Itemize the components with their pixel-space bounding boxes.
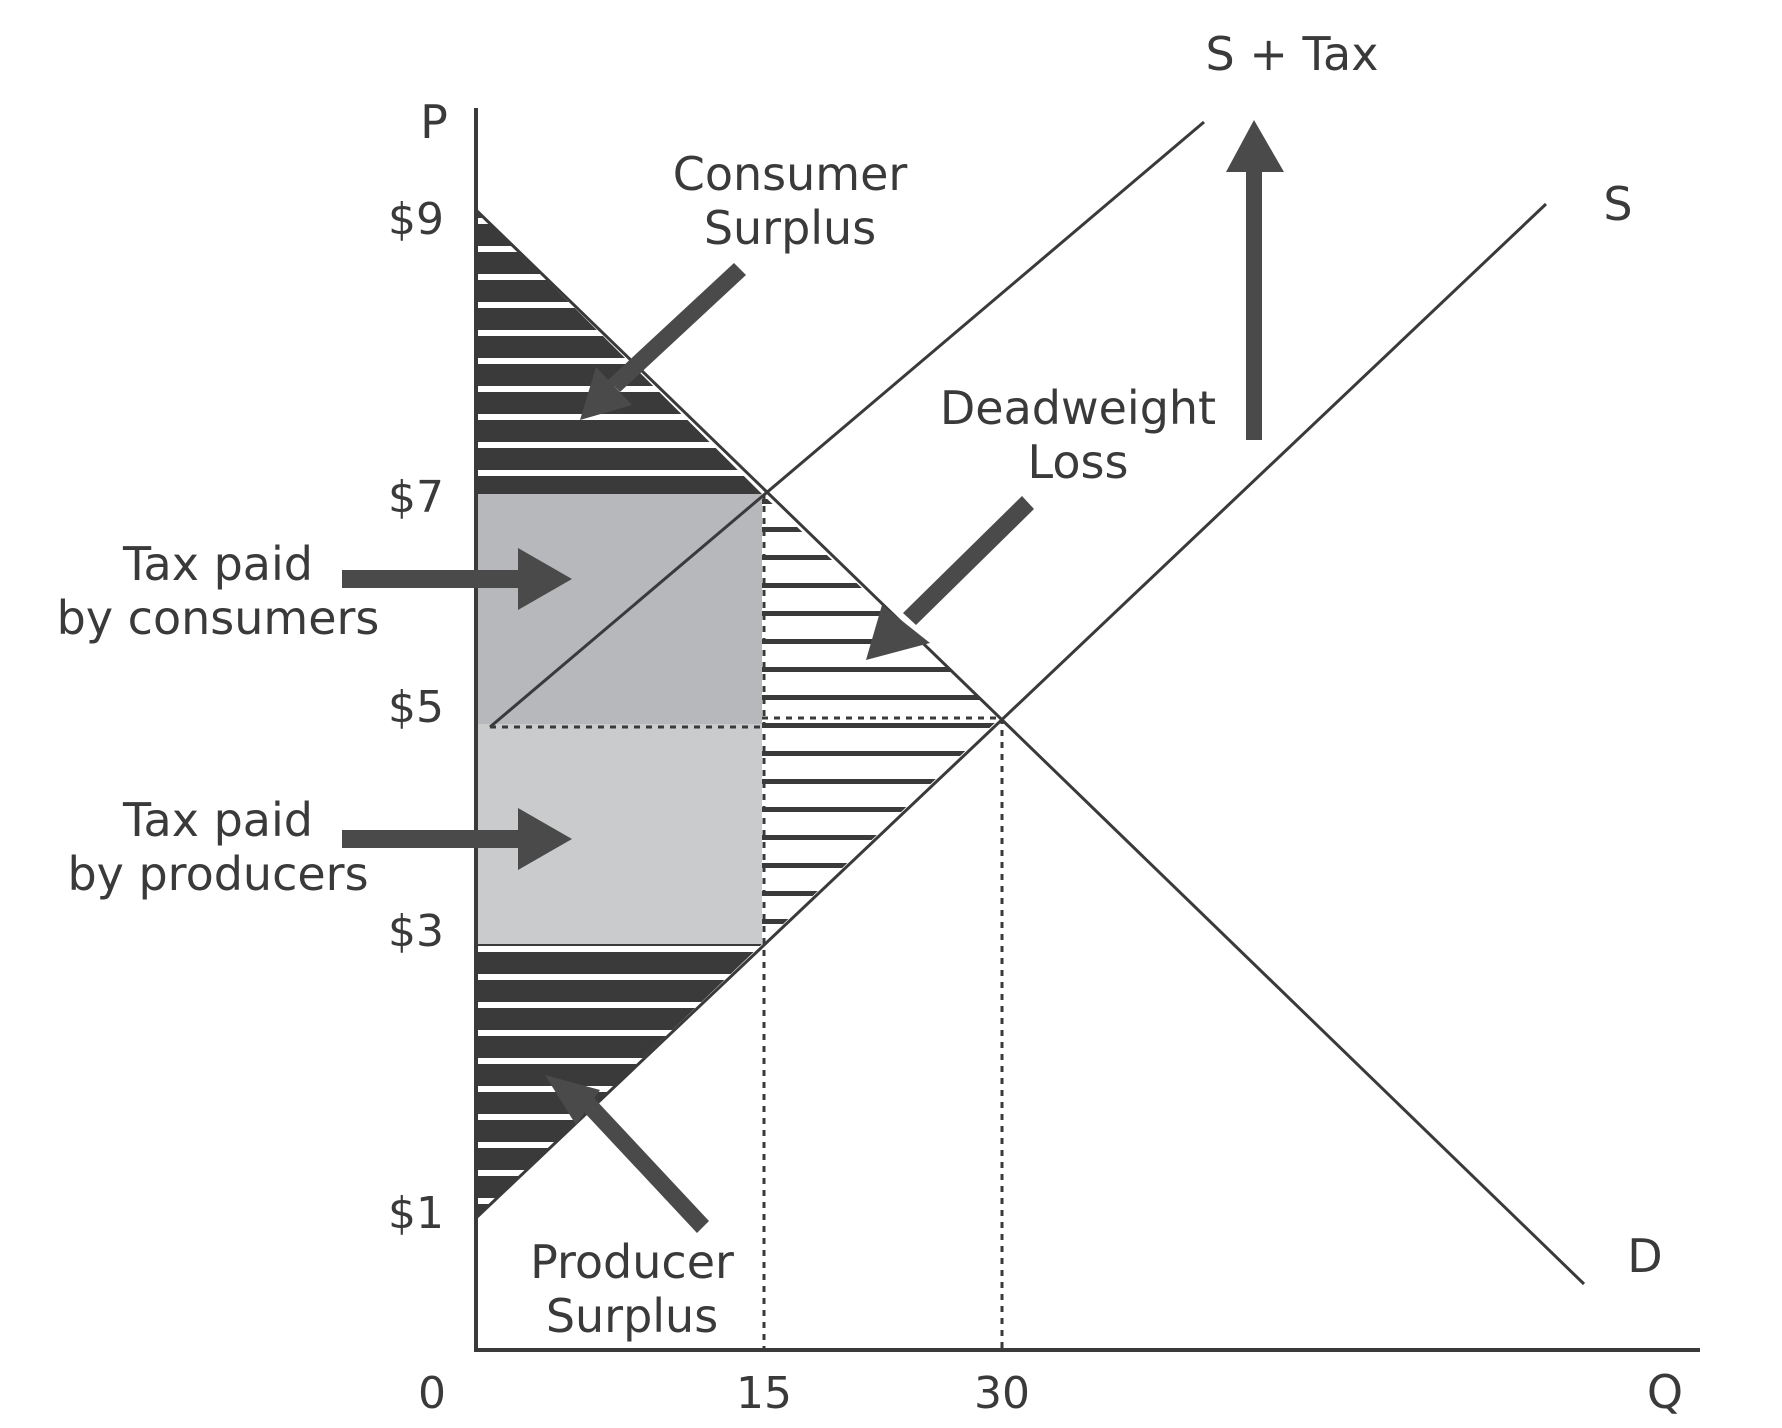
origin-label: 0 [418,1368,446,1419]
tax-producers-label-line1: Tax paid [122,793,313,847]
x-axis-label: Q [1647,1365,1683,1419]
tax-consumers-label-line2: by consumers [57,591,380,645]
tax-producers-label-line2: by producers [67,847,368,901]
producer-surplus-label-line1: Producer [530,1235,734,1289]
x-tick-30: 30 [974,1368,1030,1419]
deadweight-loss-label-line1: Deadweight [940,381,1216,435]
y-tick-7: $7 [388,472,444,523]
x-tick-15: 15 [736,1368,792,1419]
tax-consumers-label-line1: Tax paid [122,537,313,591]
producer-surplus-label-line2: Surplus [546,1289,718,1343]
consumer-surplus-arrow [580,263,746,420]
supply-plus-tax-curve [489,120,1205,729]
supply-curve [474,202,1548,1220]
y-axis-label: P [420,95,448,149]
y-tick-9: $9 [388,194,444,245]
deadweight-loss-region [762,494,1000,944]
supply-label: S [1603,177,1632,231]
demand-curve [474,208,1586,1286]
consumer-surplus-label-line2: Surplus [704,201,876,255]
tax-paid-by-producers-arrow [342,808,572,870]
producer-surplus-arrow [545,1075,709,1233]
tax-shift-up-arrow [1226,120,1284,440]
tax-paid-by-consumers-arrow [342,548,572,610]
tax-paid-by-consumers-region [476,494,762,724]
y-tick-1: $1 [388,1188,444,1239]
consumer-surplus-label-line1: Consumer [673,147,908,201]
deadweight-loss-label-line2: Loss [1028,435,1129,489]
deadweight-loss-arrow [866,496,1034,660]
demand-label: D [1627,1229,1662,1283]
y-tick-5: $5 [388,682,444,733]
y-tick-3: $3 [388,906,444,957]
supply-plus-tax-label: S + Tax [1206,27,1379,81]
